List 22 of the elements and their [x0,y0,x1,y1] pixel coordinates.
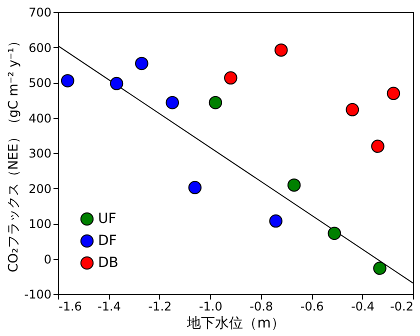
y-tick-label: 500 [28,76,52,90]
y-tick-label: 700 [28,6,52,20]
x-axis-title: 地下水位（m） [186,316,285,332]
y-tick-label: 100 [28,217,52,231]
x-tick-label: -0.4 [351,300,374,314]
legend-label: UF [98,211,116,227]
x-tick-label: -1.2 [148,300,172,314]
y-axis-title: CO₂フラックス（NEE）（gC m⁻² y⁻¹） [6,34,22,272]
x-tick-label: -0.2 [390,300,414,314]
x-tick-label: -1.6 [58,300,82,314]
y-tick-label: -100 [24,288,52,302]
x-tick-label: -0.6 [300,300,324,314]
y-tick-label: 600 [28,40,52,55]
legend-label: DF [98,233,117,249]
y-tick-label: 200 [28,182,52,196]
y-tick-label: 400 [28,111,52,126]
y-tick-label: 300 [28,146,52,160]
legend-label: DB [98,255,118,271]
y-tick-label: 0 [44,252,52,266]
x-tick-label: -0.8 [250,300,274,314]
x-tick-label: -1.4 [98,300,121,314]
x-tick-label: -1.0 [198,300,222,314]
